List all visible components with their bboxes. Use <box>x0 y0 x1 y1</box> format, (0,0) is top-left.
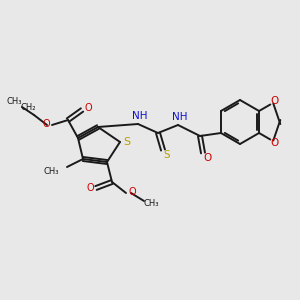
Text: O: O <box>270 137 278 148</box>
Text: NH: NH <box>172 112 188 122</box>
Text: CH₃: CH₃ <box>6 97 22 106</box>
Text: CH₃: CH₃ <box>143 200 159 208</box>
Text: S: S <box>164 150 170 160</box>
Text: O: O <box>270 97 278 106</box>
Text: NH: NH <box>132 111 148 121</box>
Text: O: O <box>84 103 92 113</box>
Text: S: S <box>123 137 130 147</box>
Text: CH₂: CH₂ <box>20 103 36 112</box>
Text: O: O <box>86 183 94 193</box>
Text: O: O <box>204 153 212 163</box>
Text: O: O <box>128 187 136 197</box>
Text: O: O <box>42 119 50 129</box>
Text: CH₃: CH₃ <box>44 167 59 176</box>
